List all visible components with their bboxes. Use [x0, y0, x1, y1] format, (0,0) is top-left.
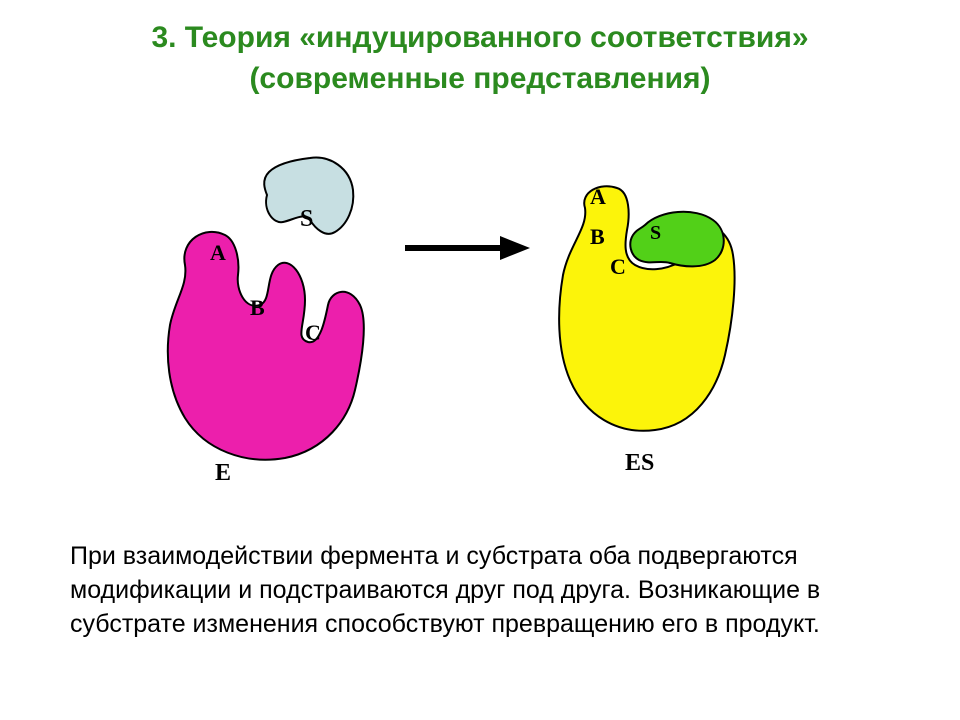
enzyme-before-label: E — [215, 460, 231, 487]
substrate-after-label: S — [650, 222, 661, 245]
site-label-c2: C — [610, 254, 626, 280]
substrate-after-path — [630, 212, 723, 267]
diagram: E A B C S ES A B C S — [0, 150, 960, 500]
site-label-b2: B — [590, 224, 605, 250]
substrate-after-shape — [625, 205, 735, 285]
reaction-arrow — [0, 150, 960, 500]
caption-text: При взаимодействии фермента и субстрата … — [70, 540, 890, 641]
arrow-head — [500, 236, 530, 260]
enzyme-after-label: ES — [625, 450, 654, 477]
substrate-before-label: S — [300, 206, 313, 233]
title-line-1: 3. Теория «индуцированного соответствия» — [30, 18, 930, 59]
slide-title: 3. Теория «индуцированного соответствия»… — [30, 18, 930, 99]
site-label-b1: B — [250, 295, 265, 321]
site-label-a2: A — [590, 184, 606, 210]
site-label-c1: C — [305, 320, 321, 346]
title-line-2: (современные представления) — [30, 59, 930, 100]
site-label-a1: A — [210, 240, 226, 266]
